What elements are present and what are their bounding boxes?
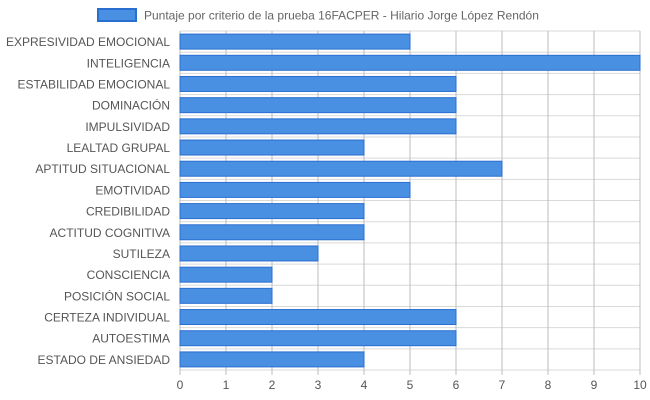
x-tick-label: 7 bbox=[499, 378, 506, 392]
bar bbox=[179, 54, 641, 71]
category-label: ESTADO DE ANSIEDAD bbox=[38, 353, 171, 367]
category-label: SUTILEZA bbox=[113, 247, 170, 261]
legend-swatch bbox=[97, 8, 137, 22]
category-label: CONSCIENCIA bbox=[87, 268, 170, 282]
bar bbox=[179, 118, 457, 135]
x-tick-label: 1 bbox=[223, 378, 230, 392]
bar bbox=[179, 203, 365, 220]
category-label: EMOTIVIDAD bbox=[95, 183, 170, 197]
category-label: CERTEZA INDIVIDUAL bbox=[44, 311, 170, 325]
category-label: ESTABILIDAD EMOCIONAL bbox=[18, 77, 171, 91]
x-tick-label: 3 bbox=[315, 378, 322, 392]
category-label: LEALTAD GRUPAL bbox=[67, 141, 171, 155]
bar bbox=[179, 160, 503, 177]
category-label: IMPULSIVIDAD bbox=[85, 120, 170, 134]
bar bbox=[179, 139, 365, 156]
x-tick-label: 5 bbox=[407, 378, 414, 392]
category-label: AUTOESTIMA bbox=[92, 332, 170, 346]
bar bbox=[179, 351, 365, 368]
x-tick-label: 2 bbox=[269, 378, 276, 392]
category-label: DOMINACIÓN bbox=[92, 98, 170, 113]
bar bbox=[179, 33, 411, 50]
category-label: CREDIBILIDAD bbox=[86, 205, 170, 219]
x-tick-label: 6 bbox=[453, 378, 460, 392]
bar bbox=[179, 181, 411, 198]
legend-label: Puntaje por criterio de la prueba 16FACP… bbox=[144, 9, 539, 23]
x-tick-label: 9 bbox=[591, 378, 598, 392]
bar bbox=[179, 97, 457, 114]
x-tick-label: 8 bbox=[545, 378, 552, 392]
bar bbox=[179, 75, 457, 92]
category-label: POSICIÓN SOCIAL bbox=[64, 288, 170, 303]
category-label: ACTITUD COGNITIVA bbox=[50, 226, 170, 240]
category-label: INTELIGENCIA bbox=[87, 56, 170, 70]
category-label: APTITUD SITUACIONAL bbox=[35, 162, 170, 176]
bar bbox=[179, 224, 365, 241]
x-tick-label: 0 bbox=[177, 378, 184, 392]
bar bbox=[179, 266, 273, 283]
bar bbox=[179, 309, 457, 326]
bar bbox=[179, 245, 319, 262]
bar bbox=[179, 330, 457, 347]
bar bbox=[179, 287, 273, 304]
x-tick-label: 10 bbox=[633, 378, 647, 392]
category-label: EXPRESIVIDAD EMOCIONAL bbox=[6, 35, 170, 49]
x-tick-label: 4 bbox=[361, 378, 368, 392]
